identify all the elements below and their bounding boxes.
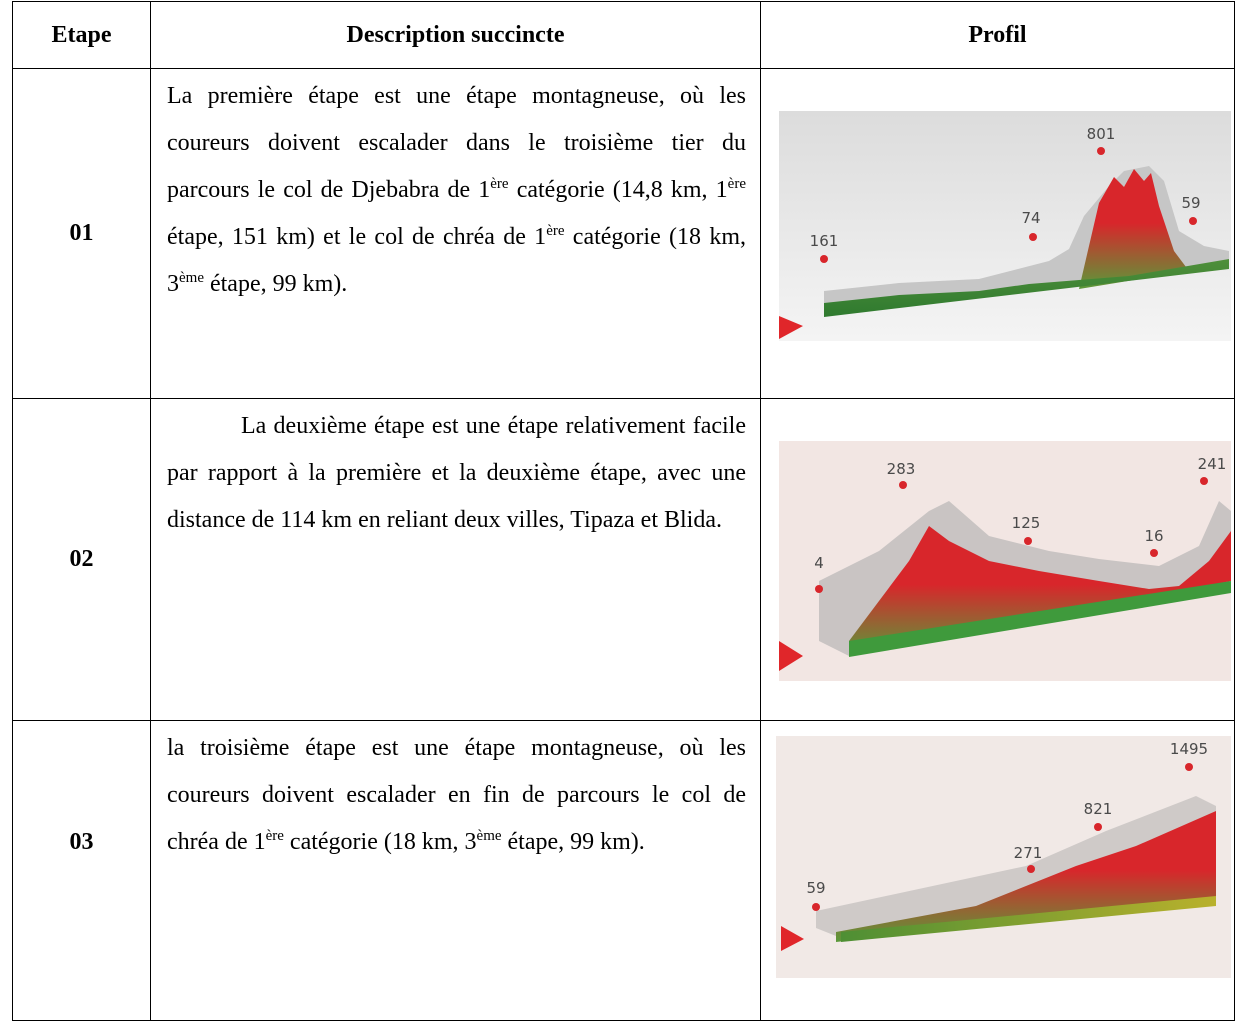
profile-label: 59: [1181, 194, 1200, 212]
profile-cell: 4 283 125 16 241: [761, 399, 1235, 721]
header-cell: Profil: [761, 2, 1235, 69]
profile-label: 74: [1021, 209, 1040, 227]
profile-label: 161: [810, 232, 839, 250]
stage-description: La deuxième étape est une étape relative…: [151, 399, 761, 721]
superscript: ème: [179, 270, 204, 286]
profile-cell: 161 74 801 59: [761, 69, 1235, 399]
profile-label: 821: [1084, 800, 1113, 818]
stage-description: La première étape est une étape montagne…: [151, 69, 761, 399]
description-text: catégorie (14,8 km, 1: [509, 177, 728, 203]
superscript: ème: [477, 828, 502, 844]
description-text: catégorie (18 km, 3: [284, 829, 477, 855]
profile-image: 4 283 125 16 241: [779, 441, 1231, 681]
profile-label: 1495: [1170, 740, 1208, 758]
stage-number: 01: [13, 69, 151, 399]
description-text: étape, 151 km) et le col de chréa de 1: [167, 224, 546, 250]
stage-number: 02: [13, 399, 151, 721]
profile-image: 161 74 801 59: [779, 111, 1231, 341]
header-cell: Etape: [13, 2, 151, 69]
profile-label: 16: [1144, 527, 1163, 545]
description-text: étape, 99 km).: [502, 829, 645, 855]
page: Etape Description succincte Profil 01 La…: [0, 0, 1236, 977]
profile-label: 241: [1198, 455, 1227, 473]
profile-cell: 59 271 821 1495: [761, 721, 1235, 1021]
superscript: ère: [546, 223, 564, 239]
profile-label: 271: [1014, 844, 1043, 862]
stage-description: la troisième étape est une étape montagn…: [151, 721, 761, 1021]
profile-label: 4: [814, 554, 824, 572]
profile-label: 283: [887, 460, 916, 478]
stage-number: 03: [13, 721, 151, 1021]
header-cell: Description succincte: [151, 2, 761, 69]
superscript: ère: [728, 176, 746, 192]
description-text: étape, 99 km).: [204, 271, 347, 297]
description-text: La deuxième étape est une étape relative…: [167, 413, 746, 533]
superscript: ère: [266, 828, 284, 844]
profile-label: 801: [1087, 125, 1116, 143]
stage-table: Etape Description succincte Profil 01 La…: [12, 1, 1235, 1021]
profile-label: 59: [806, 879, 825, 897]
profile-image: 59 271 821 1495: [776, 736, 1231, 978]
profile-label: 125: [1012, 514, 1041, 532]
superscript: ère: [490, 176, 508, 192]
